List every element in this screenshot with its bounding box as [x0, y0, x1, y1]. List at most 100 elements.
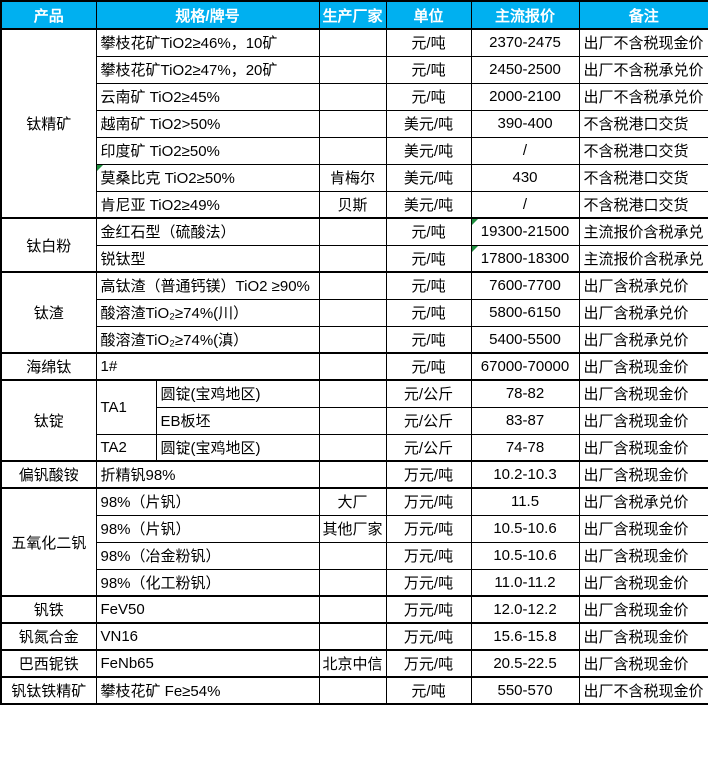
table-row: 钛白粉 金红石型（硫酸法） 元/吨 19300-21500 主流报价含税承兑 — [0, 217, 708, 273]
spec-grade-cell: TA1 — [95, 379, 157, 435]
price-cell: 10.2-10.3 — [470, 460, 580, 489]
product-cell: 钛白粉 — [0, 217, 97, 273]
note-cell: 不含税港口交货 — [578, 109, 708, 138]
table-row: 肯尼亚 TiO2≥49% 贝斯 美元/吨 / 不含税港口交货 — [1, 190, 708, 219]
table-row: 钒钛铁精矿 攀枝花矿 Fe≥54% 元/吨 550-570 出厂不含税现金价 — [0, 676, 708, 705]
unit-cell: 美元/吨 — [385, 190, 472, 219]
note-cell: 出厂含税现金价 — [578, 433, 708, 462]
note-cell: 出厂含税现金价 — [578, 568, 708, 597]
note-cell: 出厂不含税承兑价 — [578, 82, 708, 111]
price-cell: 7600-7700 — [470, 271, 580, 300]
table-row: 酸溶渣TiO₂≥74%(滇） 元/吨 5400-5500 出厂含税承兑价 — [1, 325, 708, 354]
spec-shape-cell: 圆锭(宝鸡地区) — [155, 379, 320, 408]
product-cell: 钒铁 — [0, 595, 97, 624]
price-cell: 5400-5500 — [470, 325, 580, 354]
header-unit: 单位 — [385, 0, 472, 30]
note-cell: 出厂含税现金价 — [578, 406, 708, 435]
price-cell: 67000-70000 — [470, 352, 580, 381]
table-row: 酸溶渣TiO₂≥74%(川） 元/吨 5800-6150 出厂含税承兑价 — [1, 298, 708, 327]
price-cell: 20.5-22.5 — [470, 649, 580, 678]
manufacturer-cell: 北京中信 — [318, 649, 387, 678]
spec-cell: 98%（片钒） — [95, 514, 320, 543]
unit-cell: 美元/吨 — [385, 163, 472, 192]
manufacturer-cell — [318, 568, 387, 597]
spec-cell: 酸溶渣TiO₂≥74%(川） — [95, 298, 320, 327]
price-cell: 2450-2500 — [470, 55, 580, 84]
unit-cell: 美元/吨 — [385, 109, 472, 138]
spec-cell: 折精钒98% — [95, 460, 320, 489]
header-manufacturer: 生产厂家 — [318, 0, 387, 30]
unit-cell: 元/吨 — [385, 217, 472, 246]
manufacturer-cell — [318, 433, 387, 462]
note-cell: 不含税港口交货 — [578, 190, 708, 219]
unit-cell: 万元/吨 — [385, 568, 472, 597]
spec-cell: 攀枝花矿 Fe≥54% — [95, 676, 320, 705]
spec-cell: 高钛渣（普通钙镁）TiO2 ≥90% — [95, 271, 320, 300]
manufacturer-cell — [318, 82, 387, 111]
spec-cell: 酸溶渣TiO₂≥74%(滇） — [95, 325, 320, 354]
unit-cell: 元/公斤 — [385, 379, 472, 408]
table-row: 五氧化二钒 98%（片钒） 大厂 万元/吨 11.5 出厂含税承兑价 — [0, 487, 708, 597]
product-cell: 巴西铌铁 — [0, 649, 97, 678]
table-row: 印度矿 TiO2≥50% 美元/吨 / 不含税港口交货 — [1, 136, 708, 165]
manufacturer-cell — [318, 460, 387, 489]
spec-cell: 莫桑比克 TiO2≥50% — [95, 163, 320, 192]
unit-cell: 元/吨 — [385, 244, 472, 273]
note-cell: 主流报价含税承兑 — [578, 217, 708, 246]
spec-cell: 攀枝花矿TiO2≥47%，20矿 — [95, 55, 320, 84]
table-row: 98%（片钒） 其他厂家 万元/吨 10.5-10.6 出厂含税现金价 — [1, 514, 708, 543]
unit-cell: 万元/吨 — [385, 541, 472, 570]
spec-grade-cell: TA2 — [95, 433, 157, 462]
excel-flag-icon — [472, 220, 478, 225]
spec-text: 莫桑比克 TiO2≥50% — [100, 170, 235, 187]
unit-cell: 元/吨 — [385, 676, 472, 705]
manufacturer-cell — [318, 325, 387, 354]
unit-cell: 万元/吨 — [385, 595, 472, 624]
price-cell: 17800-18300 — [470, 244, 580, 273]
manufacturer-cell — [318, 352, 387, 381]
unit-cell: 元/吨 — [385, 82, 472, 111]
unit-cell: 万元/吨 — [385, 649, 472, 678]
spec-cell: 越南矿 TiO2>50% — [95, 109, 320, 138]
table-row: 攀枝花矿TiO2≥47%，20矿 元/吨 2450-2500 出厂不含税承兑价 — [1, 55, 708, 84]
note-cell: 出厂含税现金价 — [578, 595, 708, 624]
manufacturer-cell: 大厂 — [318, 487, 387, 516]
price-cell: 2370-2475 — [470, 28, 580, 57]
table-row: 锐钛型 元/吨 17800-18300 主流报价含税承兑 — [1, 244, 708, 273]
product-cell: 钛渣 — [0, 271, 97, 354]
header-price: 主流报价 — [470, 0, 580, 30]
note-cell: 不含税港口交货 — [578, 163, 708, 192]
unit-cell: 元/吨 — [385, 325, 472, 354]
spec-cell: 98%（冶金粉钒） — [95, 541, 320, 570]
product-cell: 钛精矿 — [0, 28, 97, 219]
note-cell: 出厂含税承兑价 — [578, 487, 708, 516]
header-note: 备注 — [578, 0, 708, 30]
spec-cell: 98%（片钒） — [95, 487, 320, 516]
price-cell: 19300-21500 — [470, 217, 580, 246]
manufacturer-cell — [318, 271, 387, 300]
header-product: 产品 — [0, 0, 97, 30]
spec-cell: 1# — [95, 352, 320, 381]
manufacturer-cell — [318, 379, 387, 408]
spec-cell: FeNb65 — [95, 649, 320, 678]
manufacturer-cell — [318, 406, 387, 435]
spec-cell: VN16 — [95, 622, 320, 651]
price-cell: 11.5 — [470, 487, 580, 516]
table-row: 越南矿 TiO2>50% 美元/吨 390-400 不含税港口交货 — [1, 109, 708, 138]
price-cell: 12.0-12.2 — [470, 595, 580, 624]
table-row: TA2 圆锭(宝鸡地区) 元/公斤 74-78 出厂含税现金价 — [1, 433, 708, 462]
table-row: 钛锭 TA1 圆锭(宝鸡地区) 元/公斤 78-82 出厂含税现金价 — [0, 379, 708, 462]
table-row: 钛渣 高钛渣（普通钙镁）TiO2 ≥90% 元/吨 7600-7700 出厂含税… — [0, 271, 708, 354]
product-cell: 五氧化二钒 — [0, 487, 97, 597]
price-cell: 11.0-11.2 — [470, 568, 580, 597]
unit-cell: 元/吨 — [385, 352, 472, 381]
note-cell: 出厂含税现金价 — [578, 514, 708, 543]
price-table: 产品 规格/牌号 生产厂家 单位 主流报价 备注 钛精矿 攀枝花矿TiO2≥46… — [0, 0, 708, 705]
header-spec: 规格/牌号 — [95, 0, 320, 30]
unit-cell: 万元/吨 — [385, 622, 472, 651]
manufacturer-cell: 贝斯 — [318, 190, 387, 219]
product-cell: 偏钒酸铵 — [0, 460, 97, 489]
manufacturer-cell — [318, 28, 387, 57]
manufacturer-cell — [318, 217, 387, 246]
spec-cell: 金红石型（硫酸法） — [95, 217, 320, 246]
